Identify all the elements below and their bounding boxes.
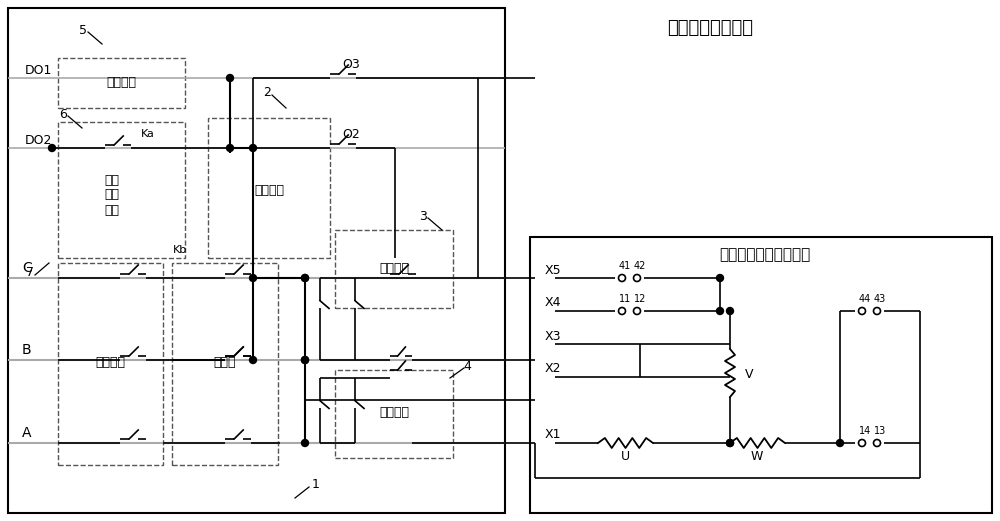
Text: DO1: DO1 <box>25 64 52 77</box>
Circle shape <box>874 440 881 446</box>
Circle shape <box>836 440 844 446</box>
Circle shape <box>302 356 308 364</box>
Text: 4: 4 <box>463 359 471 373</box>
Text: 电子开关: 电子开关 <box>379 406 409 419</box>
Bar <box>335 370 453 458</box>
Circle shape <box>226 144 234 152</box>
Text: X5: X5 <box>545 264 562 277</box>
Bar <box>530 237 992 513</box>
Text: 2: 2 <box>263 86 271 100</box>
Text: 6: 6 <box>59 107 67 120</box>
Text: 7: 7 <box>26 267 34 279</box>
Bar <box>58 58 185 108</box>
Text: 继电器: 继电器 <box>214 355 236 368</box>
Text: 5: 5 <box>79 23 87 36</box>
Circle shape <box>634 307 640 315</box>
Text: Kb: Kb <box>173 245 187 255</box>
Text: 驱动电路等效框图: 驱动电路等效框图 <box>667 19 753 37</box>
Circle shape <box>302 275 308 281</box>
Text: DO2: DO2 <box>25 133 52 146</box>
Circle shape <box>716 307 724 315</box>
Text: 3: 3 <box>419 209 427 222</box>
Text: X3: X3 <box>545 329 562 342</box>
Circle shape <box>48 144 56 152</box>
Circle shape <box>618 307 626 315</box>
Text: 42: 42 <box>634 261 646 271</box>
Text: B: B <box>22 343 32 357</box>
Circle shape <box>874 307 881 315</box>
Circle shape <box>302 356 308 364</box>
Text: 延时电路: 延时电路 <box>106 77 136 90</box>
Text: O2: O2 <box>342 128 360 141</box>
Text: X1: X1 <box>545 428 562 441</box>
Text: C: C <box>22 261 32 275</box>
Text: U: U <box>620 451 630 464</box>
Circle shape <box>726 440 734 446</box>
Circle shape <box>302 275 308 281</box>
Text: 换向电路: 换向电路 <box>254 183 284 196</box>
Text: 驱动时转辙机等效框图: 驱动时转辙机等效框图 <box>719 247 811 263</box>
Text: V: V <box>745 367 754 380</box>
Text: 延时
自锁
电路: 延时 自锁 电路 <box>104 173 120 217</box>
Circle shape <box>250 275 256 281</box>
Circle shape <box>250 144 256 152</box>
Text: O3: O3 <box>342 57 360 70</box>
Text: 43: 43 <box>874 294 886 304</box>
Text: 1: 1 <box>312 478 320 491</box>
Text: 检测电路: 检测电路 <box>95 355 125 368</box>
Bar <box>172 263 278 465</box>
Bar <box>58 122 185 258</box>
Text: Ka: Ka <box>141 129 155 139</box>
Text: 13: 13 <box>874 426 886 436</box>
Text: 44: 44 <box>859 294 871 304</box>
Text: 电子开关: 电子开关 <box>379 262 409 275</box>
Bar <box>8 8 505 513</box>
Bar <box>208 118 330 258</box>
Text: A: A <box>22 426 32 440</box>
Circle shape <box>858 440 866 446</box>
Circle shape <box>716 275 724 281</box>
Text: X2: X2 <box>545 363 562 376</box>
Circle shape <box>726 307 734 315</box>
Circle shape <box>858 307 866 315</box>
Text: 14: 14 <box>859 426 871 436</box>
Circle shape <box>226 75 234 81</box>
Circle shape <box>726 440 734 446</box>
Bar <box>335 230 453 308</box>
Text: 12: 12 <box>634 294 646 304</box>
Circle shape <box>618 275 626 281</box>
Circle shape <box>634 275 640 281</box>
Text: 41: 41 <box>619 261 631 271</box>
Text: X4: X4 <box>545 296 562 309</box>
Bar <box>58 263 163 465</box>
Circle shape <box>302 440 308 446</box>
Text: W: W <box>751 451 763 464</box>
Circle shape <box>250 356 256 364</box>
Text: 11: 11 <box>619 294 631 304</box>
